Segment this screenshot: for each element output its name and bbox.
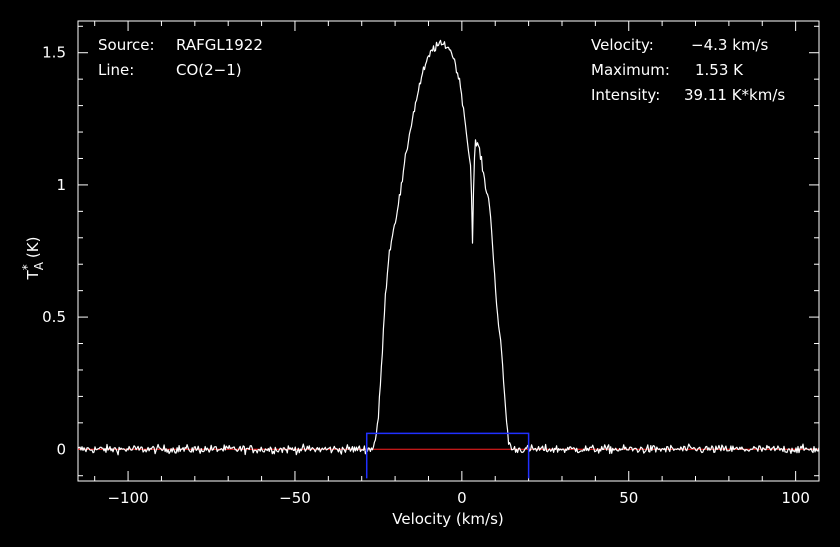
- x-tick-labels: −100 −50 0 50 100: [107, 489, 809, 507]
- line-label: Line:: [98, 61, 134, 79]
- y-axis-label: T*A (K): [20, 237, 46, 281]
- intensity-label: Intensity:: [591, 86, 660, 104]
- y-tick-labels: 0 0.5 1 1.5: [42, 44, 66, 459]
- spectrum-line: [77, 39, 820, 456]
- x-tick-label: 0: [457, 489, 467, 507]
- y-axis-label-sub: A: [32, 261, 46, 270]
- maximum-value: 1.53 K: [695, 61, 744, 79]
- source-value: RAFGL1922: [176, 36, 263, 54]
- x-tick-label: 50: [619, 489, 638, 507]
- x-axis-label: Velocity (km/s): [392, 510, 503, 528]
- x-tick-label: 100: [781, 489, 810, 507]
- x-tick-label: −50: [279, 489, 311, 507]
- y-axis-label-sup: *: [20, 264, 34, 270]
- x-tick-label: −100: [107, 489, 148, 507]
- line-value: CO(2−1): [176, 61, 242, 79]
- integration-window: [365, 432, 530, 479]
- y-tick-label: 1: [56, 176, 66, 194]
- y-axis-label-unit: (K): [24, 237, 42, 259]
- tick-marks: [78, 21, 819, 481]
- plot-frame: [77, 20, 820, 482]
- y-tick-label: 0: [56, 440, 66, 458]
- intensity-value: 39.11 K*km/s: [684, 86, 785, 104]
- y-tick-label: 0.5: [42, 308, 66, 326]
- y-tick-label: 1.5: [42, 44, 66, 62]
- source-label: Source:: [98, 36, 155, 54]
- svg-text:T*A(K): T*A (K): [20, 237, 46, 281]
- velocity-label: Velocity:: [591, 36, 654, 54]
- y-axis-label-main: T: [24, 269, 42, 280]
- velocity-value: −4.3 km/s: [691, 36, 769, 54]
- maximum-label: Maximum:: [591, 61, 670, 79]
